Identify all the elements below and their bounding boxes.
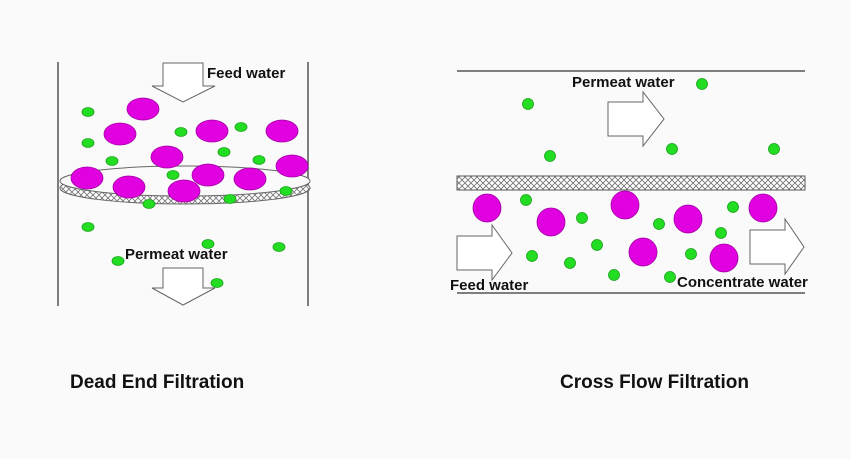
small-particle bbox=[526, 250, 538, 262]
small-particle bbox=[234, 122, 248, 132]
small-particle bbox=[591, 239, 603, 251]
small-particle bbox=[217, 147, 231, 157]
large-particle bbox=[167, 179, 201, 203]
small-particle bbox=[279, 186, 293, 196]
concentrate-arrow-right-icon bbox=[749, 217, 805, 276]
small-particle bbox=[664, 271, 676, 283]
small-particle bbox=[142, 199, 156, 209]
dead-end-diagram: Feed water Permeat water bbox=[57, 62, 311, 306]
large-particle bbox=[191, 163, 225, 187]
small-particle bbox=[685, 248, 697, 260]
small-particle bbox=[174, 127, 188, 137]
large-particle bbox=[112, 175, 146, 199]
small-particle bbox=[666, 143, 678, 155]
permeate-arrow-right-icon bbox=[607, 90, 665, 148]
large-particle bbox=[275, 154, 309, 178]
large-particle bbox=[709, 243, 739, 273]
feed-arrow-right-icon bbox=[456, 223, 513, 282]
large-particle bbox=[150, 145, 184, 169]
small-particle bbox=[564, 257, 576, 269]
small-particle bbox=[111, 256, 125, 266]
small-particle bbox=[544, 150, 556, 162]
small-particle bbox=[81, 107, 95, 117]
cross-flow-membrane bbox=[456, 175, 806, 191]
large-particle bbox=[610, 190, 640, 220]
small-particle bbox=[81, 222, 95, 232]
large-particle bbox=[103, 122, 137, 146]
dead-end-permeate-label: Permeat water bbox=[125, 246, 228, 263]
small-particle bbox=[166, 170, 180, 180]
small-particle bbox=[653, 218, 665, 230]
small-particle bbox=[608, 269, 620, 281]
small-particle bbox=[520, 194, 532, 206]
large-particle bbox=[70, 166, 104, 190]
small-particle bbox=[201, 239, 215, 249]
small-particle bbox=[210, 278, 224, 288]
small-particle bbox=[696, 78, 708, 90]
feed-arrow-down-icon bbox=[151, 62, 216, 103]
large-particle bbox=[628, 237, 658, 267]
small-particle bbox=[252, 155, 266, 165]
small-particle bbox=[105, 156, 119, 166]
dead-end-feed-label: Feed water bbox=[207, 65, 286, 82]
large-particle bbox=[195, 119, 229, 143]
dead-end-title: Dead End Filtration bbox=[70, 372, 244, 393]
large-particle bbox=[472, 193, 502, 223]
small-particle bbox=[223, 194, 237, 204]
small-particle bbox=[727, 201, 739, 213]
large-particle bbox=[748, 193, 778, 223]
large-particle bbox=[265, 119, 299, 143]
cross-flow-diagram: Permeat water Feed water Concentrate wat… bbox=[450, 70, 808, 294]
cross-flow-feed-label: Feed water bbox=[450, 277, 529, 294]
large-particle bbox=[673, 204, 703, 234]
small-particle bbox=[715, 227, 727, 239]
large-particle bbox=[233, 167, 267, 191]
permeate-arrow-down-icon bbox=[151, 267, 216, 306]
large-particle bbox=[126, 97, 160, 121]
cross-flow-concentrate-label: Concentrate water bbox=[677, 274, 808, 291]
large-particle bbox=[536, 207, 566, 237]
cross-flow-title: Cross Flow Filtration bbox=[560, 372, 749, 393]
cross-flow-permeate-label: Permeat water bbox=[572, 74, 675, 91]
small-particle bbox=[272, 242, 286, 252]
small-particle bbox=[768, 143, 780, 155]
small-particle bbox=[576, 212, 588, 224]
small-particle bbox=[81, 138, 95, 148]
small-particle bbox=[522, 98, 534, 110]
